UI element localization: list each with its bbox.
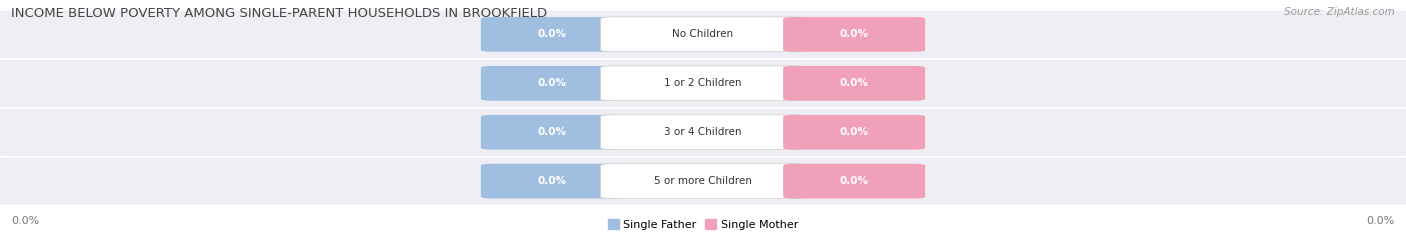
Text: INCOME BELOW POVERTY AMONG SINGLE-PARENT HOUSEHOLDS IN BROOKFIELD: INCOME BELOW POVERTY AMONG SINGLE-PARENT… [11, 7, 547, 20]
Text: 0.0%: 0.0% [1367, 216, 1395, 226]
Text: 5 or more Children: 5 or more Children [654, 176, 752, 186]
Text: 0.0%: 0.0% [537, 78, 567, 88]
FancyBboxPatch shape [600, 66, 806, 101]
FancyBboxPatch shape [0, 10, 1406, 59]
Text: 0.0%: 0.0% [839, 78, 869, 88]
Text: 0.0%: 0.0% [839, 29, 869, 39]
Text: 0.0%: 0.0% [839, 127, 869, 137]
Text: 3 or 4 Children: 3 or 4 Children [664, 127, 742, 137]
FancyBboxPatch shape [600, 115, 806, 150]
FancyBboxPatch shape [481, 115, 623, 150]
FancyBboxPatch shape [600, 17, 806, 52]
Text: 0.0%: 0.0% [839, 176, 869, 186]
FancyBboxPatch shape [783, 115, 925, 150]
Text: No Children: No Children [672, 29, 734, 39]
Text: 0.0%: 0.0% [537, 127, 567, 137]
Text: 0.0%: 0.0% [11, 216, 39, 226]
FancyBboxPatch shape [783, 66, 925, 101]
Text: 0.0%: 0.0% [537, 176, 567, 186]
Legend: Single Father, Single Mother: Single Father, Single Mother [607, 219, 799, 230]
Text: Source: ZipAtlas.com: Source: ZipAtlas.com [1284, 7, 1395, 17]
FancyBboxPatch shape [481, 17, 623, 52]
FancyBboxPatch shape [783, 164, 925, 199]
FancyBboxPatch shape [600, 164, 806, 199]
FancyBboxPatch shape [0, 157, 1406, 206]
FancyBboxPatch shape [481, 164, 623, 199]
FancyBboxPatch shape [0, 108, 1406, 157]
FancyBboxPatch shape [0, 59, 1406, 108]
Text: 0.0%: 0.0% [537, 29, 567, 39]
FancyBboxPatch shape [481, 66, 623, 101]
FancyBboxPatch shape [783, 17, 925, 52]
Text: 1 or 2 Children: 1 or 2 Children [664, 78, 742, 88]
